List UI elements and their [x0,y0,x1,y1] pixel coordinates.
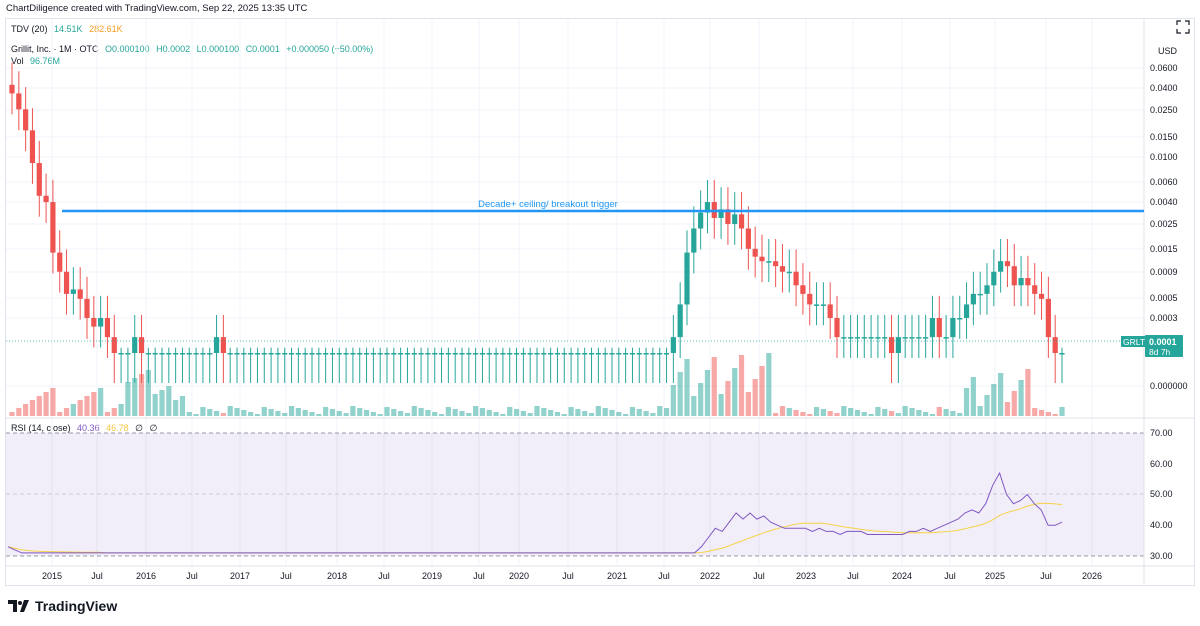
volume-label: Vol [11,56,24,66]
symbol-legend: Grillit, Inc. · 1M · OTC O0.000100 H0.00… [11,44,377,54]
change-value: +0.000050 (+50.00%) [286,44,374,54]
low-value: L0.000100 [196,44,240,54]
symbol-name[interactable]: Grillit, Inc. · 1M · OTC [11,44,99,54]
currency-label[interactable]: USD [1157,46,1177,56]
tdv-value-1: 14.51K [54,24,83,34]
tradingview-footer[interactable]: TradingView [8,598,117,614]
rsi-extra-1: ∅ [135,423,143,433]
rsi-extra-2: ∅ [149,423,158,433]
volume-value: 96.76M [30,56,61,66]
tdv-label: TDV (20) [11,24,48,34]
tdv-legend: TDV (20) 14.51K 282.61K [11,24,127,34]
volume-legend: Vol 96.76M [11,56,64,66]
rsi-ma-value: 46.78 [106,423,129,433]
rsi-legend: RSI (14, close) 40.36 46.78 ∅ ∅ [11,423,161,434]
chart-header: ChartDiligence created with TradingView.… [6,3,308,14]
tdv-value-2: 282.61K [89,24,123,34]
tradingview-logo-icon [8,600,29,612]
chart-frame [5,18,1195,586]
high-value: H0.0002 [156,44,191,54]
rsi-value: 40.36 [77,423,100,433]
open-value: O0.000100 [105,44,150,54]
close-value: C0.0001 [245,44,280,54]
tradingview-brand: TradingView [35,598,118,614]
rsi-label: RSI (14, close) [11,423,71,433]
fullscreen-icon[interactable] [1176,20,1190,34]
